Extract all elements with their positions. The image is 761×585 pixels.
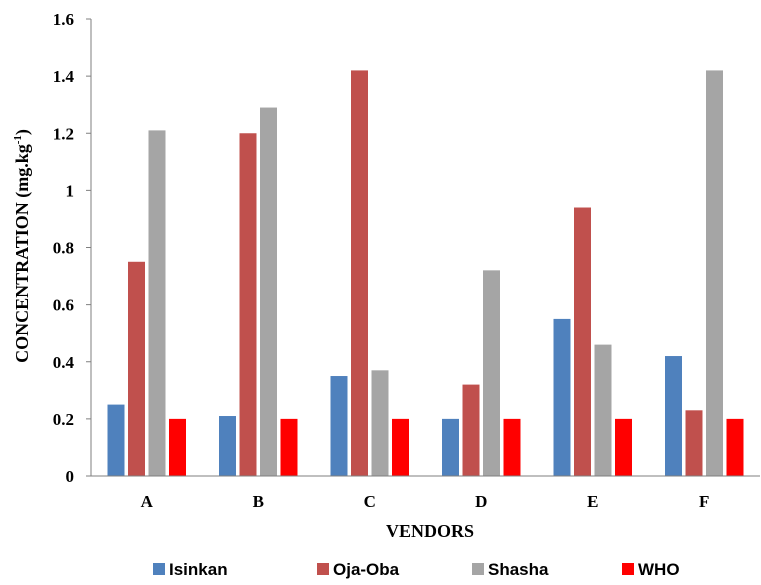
- x-axis-ticks: A B C D E F: [141, 492, 710, 511]
- y-axis-title-suffix: ): [12, 129, 33, 135]
- bar-isinkan-c: [330, 376, 348, 476]
- x-tick-label: A: [141, 492, 154, 511]
- y-tick-label: 0: [66, 467, 75, 486]
- bar-who-b: [280, 418, 298, 476]
- legend-swatch: [153, 563, 165, 575]
- y-axis-ticks: 0 0.2 0.4 0.6 0.8 1 1.2 1.4 1.6: [53, 10, 91, 486]
- y-axis-title-main: CONCENTRATION (mg.kg: [12, 144, 33, 363]
- y-tick-label: 1: [66, 181, 75, 200]
- x-tick-label: F: [699, 492, 709, 511]
- y-tick-label: 1.6: [53, 10, 74, 29]
- bar-oja-oba-e: [574, 207, 591, 476]
- bar-oja-oba-c: [351, 70, 368, 476]
- y-tick-label: 1.4: [53, 67, 75, 86]
- legend-label: Oja-Oba: [333, 560, 400, 579]
- bar-oja-oba-f: [685, 410, 703, 476]
- y-tick-label: 0.6: [53, 296, 74, 315]
- y-tick-label: 0.2: [53, 410, 74, 429]
- bar-who-d: [503, 418, 521, 476]
- legend-label: Isinkan: [169, 560, 228, 579]
- legend: Isinkan Oja-Oba Shasha WHO: [153, 560, 680, 579]
- bar-oja-oba-d: [462, 384, 480, 476]
- x-axis-title: VENDORS: [386, 521, 474, 541]
- legend-swatch: [317, 563, 329, 575]
- x-tick-label: C: [364, 492, 376, 511]
- bar-shasha-e: [594, 344, 612, 476]
- y-tick-label: 1.2: [53, 124, 74, 143]
- legend-swatch: [622, 563, 634, 575]
- bar-who-a: [169, 418, 186, 476]
- bar-isinkan-e: [553, 318, 571, 476]
- y-tick-label: 0.4: [53, 353, 75, 372]
- bar-isinkan-f: [665, 356, 682, 476]
- x-tick-label: B: [253, 492, 264, 511]
- legend-swatch: [472, 563, 484, 575]
- x-tick-label: D: [475, 492, 487, 511]
- bar-oja-oba-b: [239, 133, 257, 476]
- bars: [107, 70, 744, 477]
- y-tick-label: 0.8: [53, 239, 74, 258]
- bar-isinkan-b: [219, 416, 236, 476]
- bar-shasha-d: [483, 270, 500, 476]
- bar-shasha-b: [260, 107, 277, 476]
- legend-label: Shasha: [488, 560, 549, 579]
- bar-isinkan-a: [107, 404, 125, 476]
- bar-isinkan-d: [442, 418, 459, 476]
- y-axis-title: CONCENTRATION (mg.kg-1): [12, 129, 33, 363]
- y-axis-title-superscript: -1: [12, 135, 24, 144]
- bar-shasha-c: [371, 370, 389, 476]
- bar-who-e: [615, 418, 632, 476]
- bar-who-f: [726, 418, 744, 476]
- x-tick-label: E: [587, 492, 598, 511]
- bar-who-c: [392, 418, 409, 476]
- bar-shasha-a: [148, 130, 166, 477]
- bar-shasha-f: [706, 70, 723, 476]
- legend-label: WHO: [638, 560, 680, 579]
- bar-oja-oba-a: [128, 261, 145, 476]
